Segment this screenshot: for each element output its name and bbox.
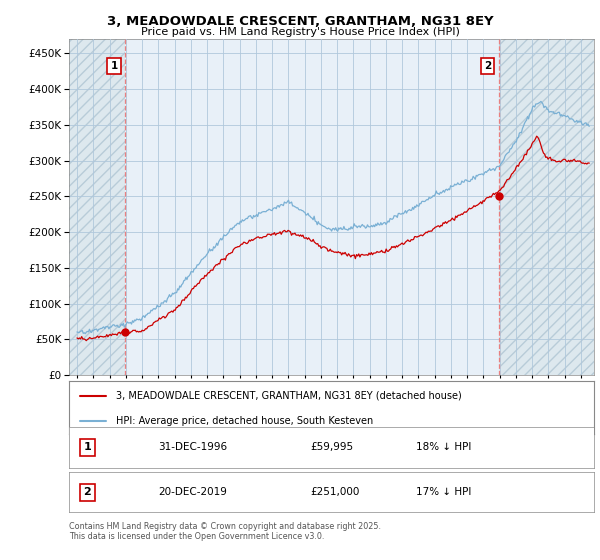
Text: 31-DEC-1996: 31-DEC-1996: [158, 442, 227, 452]
Text: 20-DEC-2019: 20-DEC-2019: [158, 487, 227, 497]
Text: 2: 2: [83, 487, 91, 497]
Text: Contains HM Land Registry data © Crown copyright and database right 2025.
This d: Contains HM Land Registry data © Crown c…: [69, 522, 381, 542]
Text: 18% ↓ HPI: 18% ↓ HPI: [415, 442, 471, 452]
Text: 1: 1: [83, 442, 91, 452]
Text: HPI: Average price, detached house, South Kesteven: HPI: Average price, detached house, Sout…: [116, 416, 373, 426]
Text: 1: 1: [110, 62, 118, 71]
Text: £59,995: £59,995: [311, 442, 353, 452]
Bar: [69, 39, 125, 375]
Text: 2: 2: [484, 62, 491, 71]
Text: Price paid vs. HM Land Registry's House Price Index (HPI): Price paid vs. HM Land Registry's House …: [140, 27, 460, 37]
Text: 3, MEADOWDALE CRESCENT, GRANTHAM, NG31 8EY: 3, MEADOWDALE CRESCENT, GRANTHAM, NG31 8…: [107, 15, 493, 28]
Text: £251,000: £251,000: [311, 487, 360, 497]
Text: 3, MEADOWDALE CRESCENT, GRANTHAM, NG31 8EY (detached house): 3, MEADOWDALE CRESCENT, GRANTHAM, NG31 8…: [116, 391, 462, 401]
Bar: [499, 39, 594, 375]
Text: 17% ↓ HPI: 17% ↓ HPI: [415, 487, 471, 497]
